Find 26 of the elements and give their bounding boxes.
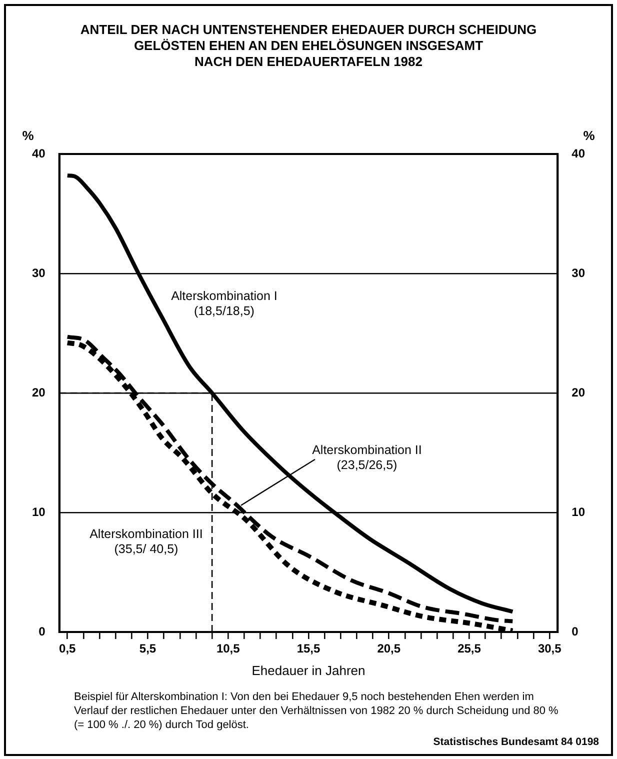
x-tick-label: 20,5	[377, 642, 401, 656]
y-tick-label: 0	[38, 624, 46, 638]
x-tick-label: 10,5	[216, 642, 240, 656]
x-axis-title: Ehedauer in Jahren	[252, 662, 366, 678]
y2-axis-title: %	[583, 128, 596, 143]
text: Statistisches Bundesamt 84 0198	[433, 736, 599, 748]
x-tick-label: 30,5	[538, 642, 562, 656]
y-tick-label: 40	[32, 146, 46, 160]
y2-tick-label: 30	[572, 266, 586, 280]
y2-tick-label: 20	[572, 385, 586, 400]
annotation: Alterskombination II (23,5/26,5)	[312, 442, 422, 472]
text: Beispiel für Alterskombination I: Von den bei Ehedauer 9,5 noch bestehenden Ehen werden im Verlauf der restlichen Ehedauer unter den Verhältnissen von 1982 20 % durch Scheidung und 80 % (= 100 % ./. 20 %) durch Tod gelöst.	[74, 690, 559, 732]
y-tick-label: 30	[32, 266, 46, 280]
y-tick-label: 10	[32, 504, 46, 519]
x-tick-label: 25,5	[458, 642, 482, 656]
x-tick-label: 15,5	[296, 642, 320, 656]
text: Alterskombination III (35,5/ 40,5)	[90, 526, 203, 556]
chart-title: ANTEIL DER NACH UNTENSTEHENDER EHEDAUER DURCH SCHEIDUNG GELÖSTEN EHEN AN DEN EHELÖSUNGEN INSGESAMT NACH DEN EHEDAUERTAFELN 1982	[79, 22, 538, 70]
y2-tick-label: 0	[572, 624, 579, 638]
x-tick-label: 5,5	[139, 642, 156, 656]
series-label: Alterskombination I (18,5/18,5)	[171, 289, 278, 318]
y2-tick-label: 40	[572, 146, 586, 160]
y2-tick-label: 10	[572, 504, 586, 519]
x-tick-label: 0,5	[59, 642, 76, 656]
y-tick-label: 20	[32, 385, 46, 400]
y-axis-title: %	[22, 128, 34, 143]
